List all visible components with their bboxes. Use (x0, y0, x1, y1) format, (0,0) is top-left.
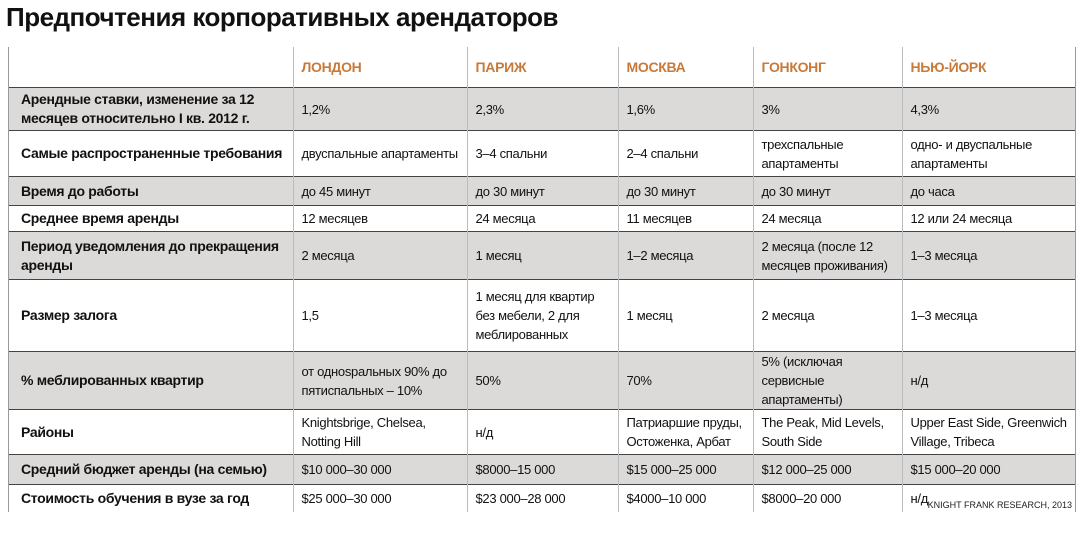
table-cell: до 45 минут (292, 176, 467, 206)
table-cell: н/д (466, 409, 618, 455)
table-cell: 2 месяца (после 12 месяцев проживания) (752, 231, 902, 280)
table-cell: одно- и двуспальные апартаменты (901, 130, 1075, 177)
title: Предпочтения корпоративных арендаторов (6, 2, 558, 32)
table-cell: 2 месяца (292, 231, 467, 280)
table-cell: 2–4 спальни (617, 130, 753, 177)
row-header: Среднее время аренды (9, 205, 293, 232)
row-header: Стоимость обучения в вузе за год (9, 484, 293, 512)
table-cell: до часа (901, 176, 1075, 206)
column-header: МОСКВА (617, 47, 753, 88)
row-header: Арендные ставки, изменение за 12 месяцев… (9, 87, 293, 131)
table-cell: Upper East Side, Greenwich Village, Trib… (901, 409, 1075, 455)
row-header: Период уведомления до прекращения аренды (9, 231, 293, 280)
table-cell: 1 месяц (617, 279, 753, 352)
table-row: Стоимость обучения в вузе за год $25 000–… (9, 484, 1075, 512)
table-cell: до 30 минут (466, 176, 618, 206)
table-cell: до 30 минут (752, 176, 902, 206)
table-cell: $10 000–30 000 (292, 454, 467, 485)
table-cell: 1,2% (292, 87, 467, 131)
table-row: Районы Knightsbrige, Chelsea, Notting Hil… (9, 409, 1075, 455)
row-header: Самые распространенные требования (9, 130, 293, 177)
table-cell: 50% (466, 351, 618, 410)
table-cell: 5% (исключая сервисные апартаменты) (752, 351, 902, 410)
table-cell: до 30 минут (617, 176, 753, 206)
table-cell: $4000–10 000 (617, 484, 753, 512)
table-cell: 1 месяц (466, 231, 618, 280)
row-header: Время до работы (9, 176, 293, 206)
header-row: ЛОНДОН ПАРИЖ МОСКВА ГОНКОНГ НЬЮ-ЙОРК (9, 47, 1075, 88)
table-cell: $15 000–20 000 (901, 454, 1075, 485)
table-cell: двуспальные апартаменты (292, 130, 467, 177)
column-header: ПАРИЖ (466, 47, 618, 88)
table-cell: $8000–20 000 (752, 484, 902, 512)
table-cell: 1,6% (617, 87, 753, 131)
table-cell: 2 месяца (752, 279, 902, 352)
source: KNIGHT FRANK RESEARCH, 2013 (927, 500, 1072, 510)
table-cell: 1,5 (292, 279, 467, 352)
table-cell: $15 000–25 000 (617, 454, 753, 485)
row-header: Размер залога (9, 279, 293, 352)
table-cell: от однospальных 90% до пятиспальных – 10… (292, 351, 467, 410)
table-cell: Патриаршие пруды, Остоженка, Арбат (617, 409, 753, 455)
table-row: Самые распространенные требования двуспал… (9, 130, 1075, 177)
table-cell: 3% (752, 87, 902, 131)
table: ЛОНДОН ПАРИЖ МОСКВА ГОНКОНГ НЬЮ-ЙОРК Арендные… (9, 47, 1075, 512)
table-row: Размер залога 1,5 1 месяц для квартир без … (9, 279, 1075, 352)
table-cell: $8000–15 000 (466, 454, 618, 485)
table-cell: н/д (901, 351, 1075, 410)
table-cell: $12 000–25 000 (752, 454, 902, 485)
table-cell: н/д (901, 484, 1075, 512)
table-row: Время до работы до 45 минут до 30 минут до … (9, 176, 1075, 206)
table-cell: 1–3 месяца (901, 231, 1075, 280)
table-cell: 24 месяца (752, 205, 902, 232)
table-cell: 4,3% (901, 87, 1075, 131)
table-row: Средний бюджет аренды (на семью) $10 000–… (9, 454, 1075, 485)
table-cell: 1–2 месяца (617, 231, 753, 280)
column-header: НЬЮ-ЙОРК (901, 47, 1075, 88)
column-header: ЛОНДОН (292, 47, 467, 88)
row-header: % меблированных квартир (9, 351, 293, 410)
table-row: Среднее время аренды 12 месяцев 24 месяца 1… (9, 205, 1075, 232)
table-cell: $25 000–30 000 (292, 484, 467, 512)
row-header: Районы (9, 409, 293, 455)
table-cell: 24 месяца (466, 205, 618, 232)
table-row: % меблированных квартир от однospальных 9… (9, 351, 1075, 410)
table-cell: 11 месяцев (617, 205, 753, 232)
table-cell: 1 месяц для квартир без мебели, 2 для ме… (466, 279, 618, 352)
column-header: ГОНКОНГ (752, 47, 902, 88)
table-cell: 70% (617, 351, 753, 410)
table-cell: $23 000–28 000 (466, 484, 618, 512)
table-cell: трехспальные апартаменты (752, 130, 902, 177)
table-cell: 1–3 месяца (901, 279, 1075, 352)
table-cell: The Peak, Mid Levels, South Side (752, 409, 902, 455)
table-box: ЛОНДОН ПАРИЖ МОСКВА ГОНКОНГ НЬЮ-ЙОРК Арендные… (8, 47, 1076, 512)
table-row: Период уведомления до прекращения аренды… (9, 231, 1075, 280)
table-row: Арендные ставки, изменение за 12 месяцев… (9, 87, 1075, 131)
row-header: Средний бюджет аренды (на семью) (9, 454, 293, 485)
table-cell: 12 или 24 месяца (901, 205, 1075, 232)
corner (9, 47, 293, 88)
table-cell: 3–4 спальни (466, 130, 618, 177)
table-cell: 12 месяцев (292, 205, 467, 232)
table-cell: 2,3% (466, 87, 618, 131)
table-cell: Knightsbrige, Chelsea, Notting Hill (292, 409, 467, 455)
